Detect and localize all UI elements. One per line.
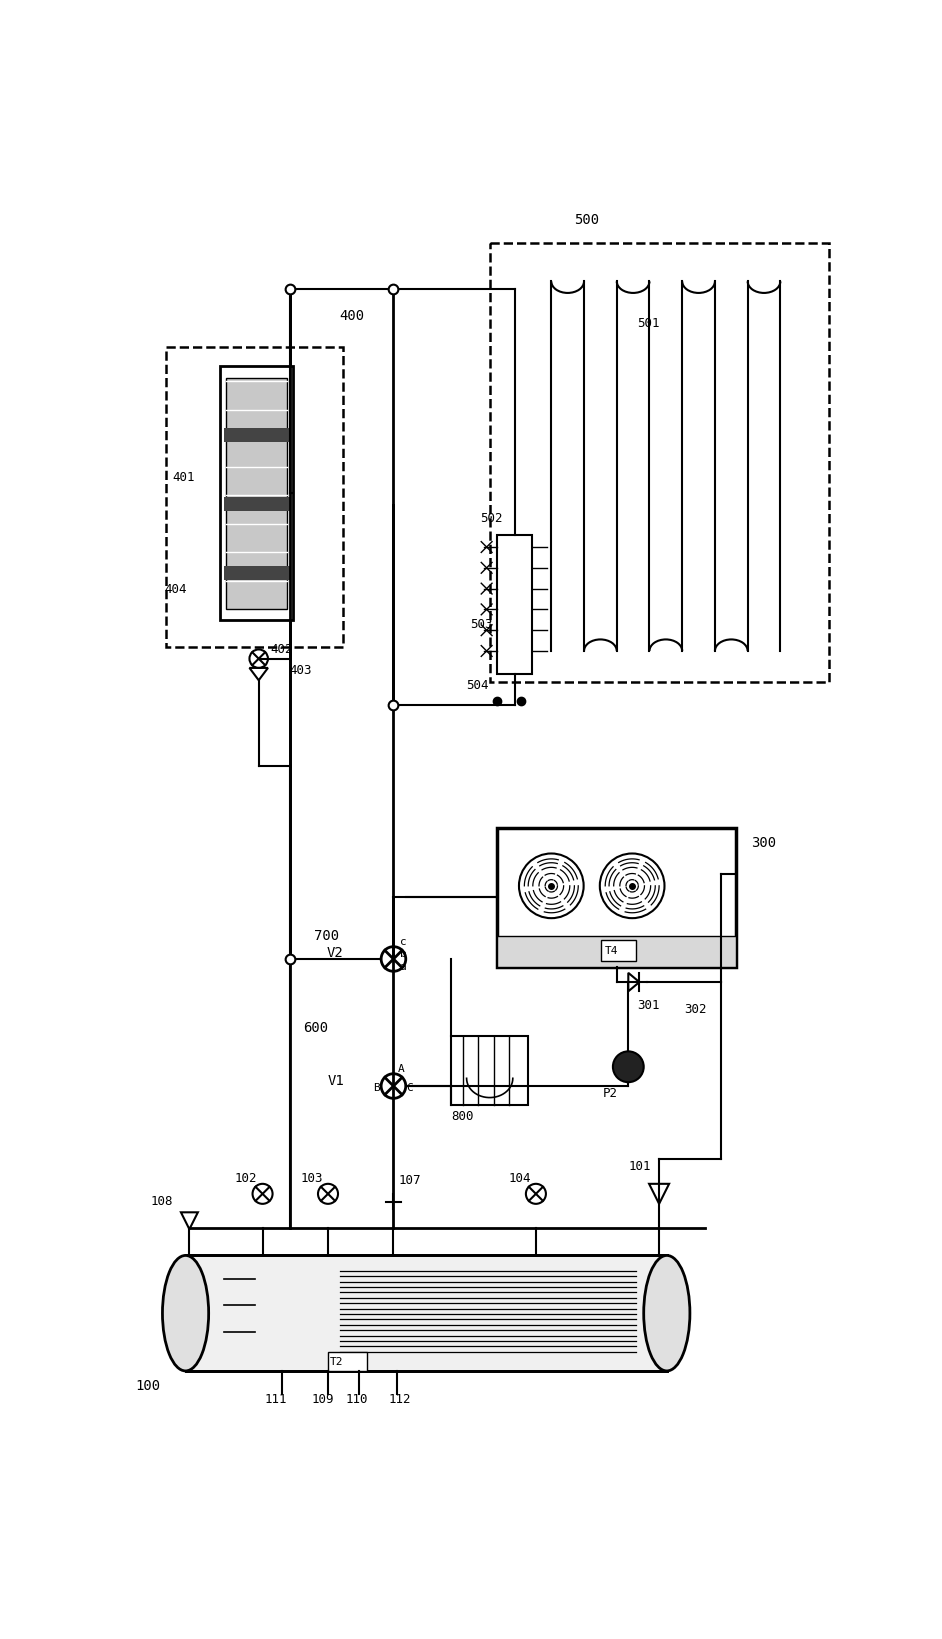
Text: 301: 301 [638,998,660,1011]
Bar [226,377,287,608]
Text: T2: T2 [330,1357,343,1367]
Bar [220,365,293,620]
Bar [186,1255,667,1370]
Bar [224,567,289,580]
Text: 107: 107 [398,1174,421,1187]
Text: 302: 302 [684,1003,706,1016]
Text: C: C [407,1083,414,1093]
Text: 600: 600 [303,1021,329,1036]
Text: 100: 100 [136,1380,161,1393]
Text: 500: 500 [575,213,599,226]
Text: 110: 110 [346,1393,368,1406]
Bar [497,936,736,967]
Text: 300: 300 [752,836,776,851]
Bar [328,1352,366,1370]
Text: 504: 504 [466,679,489,692]
Bar [497,828,736,967]
Text: A: A [398,1064,404,1074]
Text: 112: 112 [388,1393,411,1406]
Text: B: B [373,1083,380,1093]
Text: 501: 501 [638,318,660,329]
Text: 108: 108 [151,1195,173,1208]
Circle shape [613,1051,643,1082]
Bar [601,939,636,962]
Text: V2: V2 [327,946,343,960]
Text: 401: 401 [172,472,195,484]
Bar [490,243,829,682]
Bar [167,347,344,647]
Text: 103: 103 [300,1172,323,1185]
Bar [224,497,289,511]
Ellipse shape [643,1255,690,1370]
Ellipse shape [162,1255,209,1370]
Bar [497,536,532,674]
Bar [451,1036,528,1105]
Text: 502: 502 [480,511,503,524]
Text: 101: 101 [628,1160,651,1174]
Text: 403: 403 [289,664,312,677]
Text: 111: 111 [265,1393,287,1406]
Text: 400: 400 [339,310,365,323]
Text: 102: 102 [234,1172,256,1185]
Text: 109: 109 [311,1393,333,1406]
Text: 503: 503 [470,618,492,631]
Text: 402: 402 [270,642,293,656]
Text: a: a [399,962,406,972]
Text: c: c [399,938,406,947]
Text: P2: P2 [603,1087,618,1100]
Bar [224,428,289,441]
Text: V1: V1 [328,1074,345,1088]
Text: T4: T4 [605,946,619,956]
Text: 104: 104 [508,1172,530,1185]
Text: b: b [399,949,406,959]
Text: 404: 404 [165,583,187,597]
Text: 800: 800 [451,1110,474,1123]
Text: 700: 700 [314,929,339,942]
